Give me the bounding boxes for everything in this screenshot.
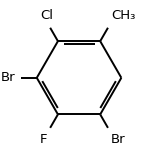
Text: F: F: [40, 133, 47, 146]
Text: Br: Br: [0, 71, 15, 84]
Text: Br: Br: [111, 133, 126, 146]
Text: CH₃: CH₃: [111, 9, 135, 22]
Text: Cl: Cl: [40, 9, 53, 22]
